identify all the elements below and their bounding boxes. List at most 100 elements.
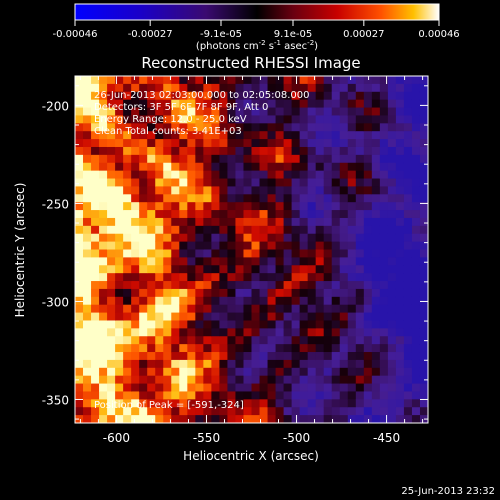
heatmap-cell — [83, 146, 92, 156]
heatmap-cell — [411, 367, 421, 377]
heatmap-cell — [251, 91, 261, 101]
heatmap-cell — [347, 415, 357, 423]
heatmap-cell — [171, 320, 180, 329]
heatmap-cell — [107, 99, 116, 109]
heatmap-cell — [179, 139, 188, 148]
heatmap-cell — [259, 383, 269, 392]
heatmap-cell — [187, 107, 196, 116]
heatmap-cell — [411, 375, 421, 385]
heatmap-cell — [339, 296, 349, 306]
heatmap-cell — [371, 344, 381, 353]
heatmap-cell — [267, 162, 277, 172]
heatmap-cell — [219, 415, 228, 423]
heatmap-cell — [99, 375, 108, 385]
heatmap-cell — [339, 304, 349, 314]
heatmap-cell — [131, 344, 140, 353]
heatmap-cell — [251, 241, 261, 250]
heatmap-cell — [131, 107, 140, 116]
heatmap-cell — [403, 265, 413, 274]
heatmap-cell — [355, 383, 365, 392]
heatmap-cell — [123, 170, 132, 180]
heatmap-cell — [187, 304, 196, 314]
heatmap-cell — [123, 91, 132, 101]
heatmap-cell — [147, 131, 156, 140]
heatmap-cell — [403, 375, 413, 385]
heatmap-cell — [411, 123, 421, 132]
heatmap-cell — [267, 241, 277, 250]
heatmap-cell — [131, 146, 140, 156]
heatmap-cell — [163, 225, 172, 235]
heatmap-cell — [251, 288, 261, 298]
heatmap-cell — [387, 131, 397, 140]
heatmap-cell — [299, 383, 309, 392]
heatmap-cell — [275, 139, 285, 148]
heatmap-cell — [363, 367, 373, 377]
heatmap-cell — [243, 407, 252, 416]
heatmap-cell — [259, 391, 269, 400]
heatmap-cell — [187, 225, 196, 235]
heatmap-cell — [419, 265, 428, 274]
heatmap-cell — [171, 399, 180, 408]
heatmap-cell — [227, 296, 236, 306]
heatmap-cell — [243, 273, 252, 282]
heatmap-cell — [147, 249, 156, 258]
heatmap-cell — [107, 312, 116, 321]
heatmap-cell — [75, 273, 84, 282]
heatmap-cell — [179, 296, 188, 306]
heatmap-cell — [347, 225, 357, 235]
heatmap-cell — [203, 265, 212, 274]
heatmap-cell — [403, 407, 413, 416]
heatmap-cell — [195, 178, 204, 187]
x-tick-label: -550 — [193, 431, 220, 445]
heatmap-cell — [299, 241, 309, 250]
heatmap-cell — [219, 217, 228, 227]
heatmap-cell — [363, 273, 373, 282]
heatmap-cell — [179, 91, 188, 101]
heatmap-cell — [83, 383, 92, 392]
heatmap-cell — [147, 273, 156, 282]
heatmap-cell — [75, 304, 84, 314]
heatmap-cell — [339, 320, 349, 329]
heatmap-cell — [203, 202, 212, 211]
heatmap-cell — [251, 146, 261, 156]
heatmap-cell — [163, 257, 172, 266]
heatmap-cell — [107, 320, 116, 329]
heatmap-cell — [147, 202, 156, 211]
heatmap-cell — [195, 415, 204, 423]
heatmap-cell — [363, 217, 373, 227]
heatmap-cell — [251, 233, 261, 243]
heatmap-cell — [163, 131, 172, 140]
heatmap-cell — [131, 415, 140, 423]
colorbar — [74, 3, 440, 21]
heatmap-cell — [363, 233, 373, 243]
heatmap-cell — [187, 170, 196, 180]
heatmap-cell — [331, 375, 341, 385]
heatmap-cell — [91, 352, 100, 361]
heatmap-cell — [107, 107, 116, 116]
heatmap-cell — [155, 115, 164, 124]
heatmap-cell — [91, 375, 100, 385]
heatmap-cell — [283, 336, 293, 345]
heatmap-cell — [179, 328, 188, 337]
heatmap-cell — [331, 241, 341, 250]
heatmap-cell — [163, 91, 172, 101]
heatmap-cell — [107, 383, 116, 392]
heatmap-cell — [235, 344, 244, 353]
heatmap-cell — [411, 288, 421, 298]
heatmap-cell — [259, 123, 269, 132]
heatmap-cell — [203, 336, 212, 345]
heatmap-cell — [347, 336, 357, 345]
heatmap-cell — [299, 407, 309, 416]
heatmap-cell — [227, 233, 236, 243]
heatmap-cell — [139, 367, 148, 377]
heatmap-cell — [107, 83, 116, 93]
heatmap-cell — [211, 139, 220, 148]
heatmap-cell — [155, 146, 164, 156]
heatmap-cell — [315, 115, 325, 124]
heatmap-cell — [275, 83, 285, 93]
heatmap-cell — [355, 304, 365, 314]
x-tick-label: -600 — [103, 431, 130, 445]
heatmap-cell — [347, 217, 357, 227]
heatmap-cell — [203, 76, 212, 85]
heatmap-cell — [379, 257, 389, 266]
